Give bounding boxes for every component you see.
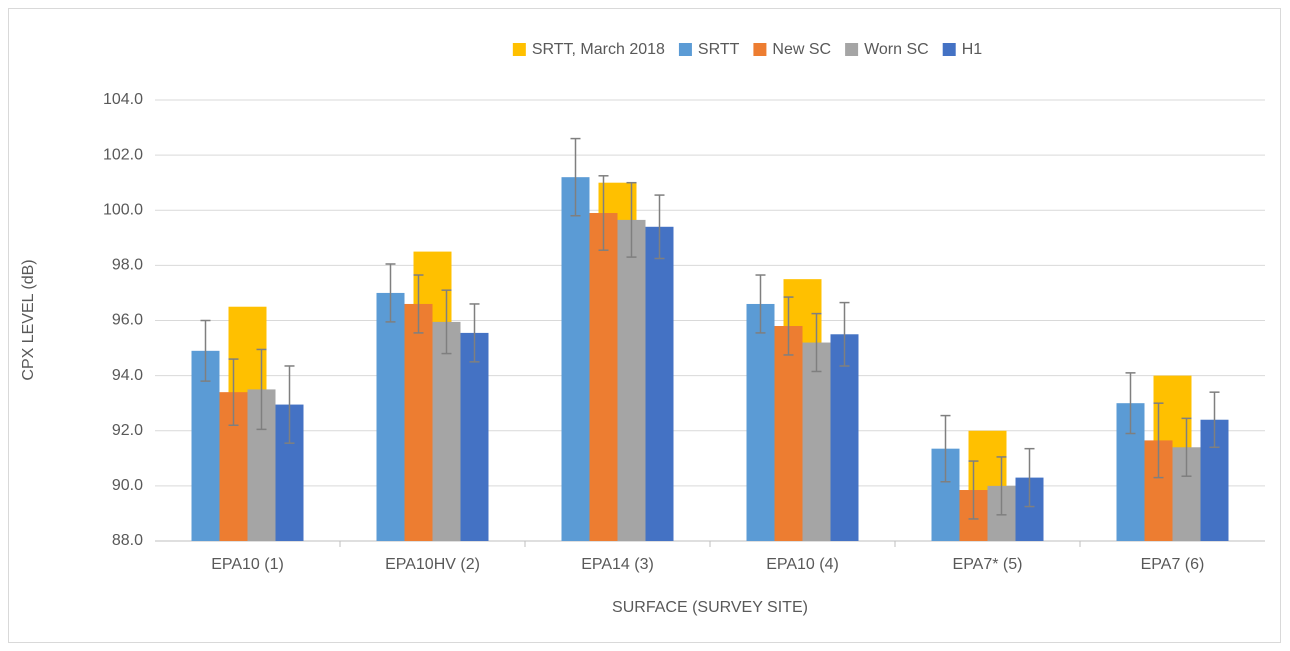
y-tick-label: 92.0	[112, 422, 143, 439]
error-bar	[783, 296, 794, 356]
error-bar	[1153, 402, 1164, 479]
error-bar	[200, 319, 211, 382]
x-tick-label: EPA10HV (2)	[385, 556, 480, 573]
error-bar	[1209, 391, 1220, 449]
bar	[404, 303, 433, 541]
error-bar	[1181, 417, 1192, 477]
error-bar	[940, 414, 951, 483]
bar	[376, 292, 405, 541]
legend-label: SRTT	[698, 41, 740, 58]
x-tick-label: EPA10 (1)	[211, 556, 284, 573]
error-bar	[469, 303, 480, 363]
x-axis-label: SURFACE (SURVEY SITE)	[612, 599, 808, 616]
y-tick-label: 104.0	[103, 91, 143, 108]
legend-swatch	[753, 43, 767, 56]
error-bar	[996, 456, 1007, 516]
error-bar	[839, 301, 850, 367]
legend-label: Worn SC	[864, 41, 929, 58]
bar	[589, 213, 618, 541]
error-bar	[228, 358, 239, 426]
error-bar	[441, 289, 452, 355]
error-bar	[598, 175, 609, 251]
error-bar	[654, 194, 665, 260]
bar	[830, 334, 859, 541]
legend-swatch	[678, 43, 692, 56]
x-tick-label: EPA14 (3)	[581, 556, 654, 573]
bar	[746, 303, 775, 541]
legend-label: H1	[962, 41, 983, 58]
legend-swatch	[845, 43, 859, 56]
legend-swatch	[512, 43, 526, 56]
error-bar	[968, 460, 979, 520]
error-bar	[1125, 372, 1136, 435]
y-tick-label: 102.0	[103, 146, 143, 163]
x-tick-label: EPA7 (6)	[1141, 556, 1205, 573]
error-bar	[1024, 447, 1035, 508]
error-bar	[385, 263, 396, 323]
error-bar	[413, 274, 424, 334]
legend-label: SRTT, March 2018	[532, 41, 665, 58]
x-tick-label: EPA7* (5)	[953, 556, 1023, 573]
y-tick-label: 94.0	[112, 367, 143, 384]
error-bar	[755, 274, 766, 334]
y-tick-label: 98.0	[112, 257, 143, 274]
error-bar	[626, 181, 637, 258]
y-tick-label: 100.0	[103, 201, 143, 218]
legend-label: New SC	[772, 41, 831, 58]
error-bar	[811, 312, 822, 373]
y-axis-label: CPX LEVEL (dB)	[20, 259, 37, 380]
y-tick-label: 96.0	[112, 312, 143, 329]
bar	[561, 177, 590, 542]
legend-swatch	[942, 43, 956, 56]
error-bar	[256, 348, 267, 431]
bar	[432, 321, 461, 541]
bar	[774, 326, 803, 541]
bar	[802, 342, 831, 541]
error-bar	[570, 137, 581, 217]
y-tick-label: 88.0	[112, 532, 143, 549]
bar	[645, 226, 674, 541]
bar	[460, 332, 489, 541]
bar	[617, 219, 646, 541]
y-tick-label: 90.0	[112, 477, 143, 494]
error-bar	[284, 365, 295, 444]
x-tick-label: EPA10 (4)	[766, 556, 839, 573]
bar	[191, 350, 220, 541]
